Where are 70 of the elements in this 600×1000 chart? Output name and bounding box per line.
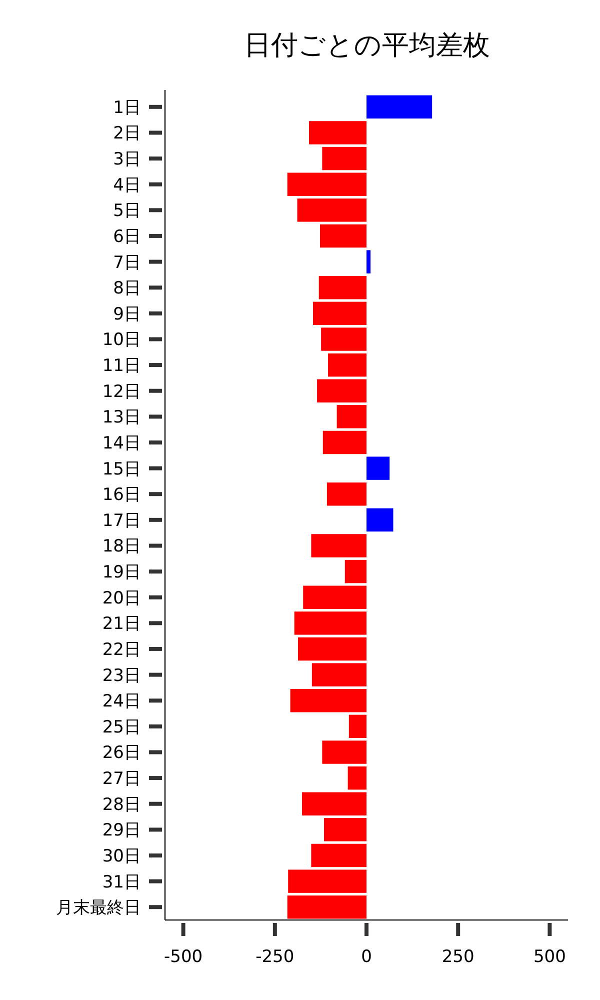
y-tick-label: 月末最終日: [56, 898, 141, 918]
bar: [297, 198, 366, 222]
bar: [366, 456, 390, 480]
y-tick-label: 25日: [102, 717, 141, 738]
bar: [326, 482, 366, 506]
bar: [317, 379, 366, 402]
y-tick-label: 15日: [102, 459, 141, 480]
y-tick-label: 16日: [102, 485, 141, 506]
y-tick-label: 22日: [102, 640, 141, 660]
y-tick-label: 30日: [102, 846, 141, 866]
bar: [322, 740, 366, 764]
bar: [336, 405, 366, 428]
x-tick-label: 0: [361, 947, 372, 967]
y-tick-label: 4日: [113, 175, 141, 196]
bar: [324, 818, 366, 842]
bar: [322, 146, 366, 170]
y-tick-label: 17日: [102, 510, 141, 531]
bar: [318, 276, 366, 300]
y-tick-label: 14日: [102, 433, 141, 454]
chart-title: 日付ごとの平均差枚: [244, 30, 490, 61]
bar: [322, 430, 366, 454]
y-tick-label: 13日: [102, 408, 141, 428]
y-tick-label: 21日: [102, 614, 141, 634]
bar: [366, 508, 394, 532]
bar: [294, 612, 366, 635]
bar: [320, 224, 366, 248]
y-tick-label: 29日: [102, 820, 141, 841]
y-tick-label: 26日: [102, 743, 141, 764]
bar: [366, 95, 432, 119]
bar: [302, 792, 366, 816]
x-tick-label: 500: [533, 947, 566, 967]
y-tick-label: 18日: [102, 536, 141, 557]
y-tick-label: 8日: [113, 278, 141, 299]
y-tick-label: 3日: [113, 150, 141, 170]
y-tick-label: 28日: [102, 794, 141, 815]
y-tick-label: 31日: [102, 872, 141, 892]
bar: [313, 302, 366, 326]
bar: [344, 560, 366, 584]
x-tick-label: -250: [256, 947, 294, 967]
y-tick-label: 24日: [102, 692, 141, 712]
bar: [328, 353, 366, 377]
y-tick-label: 9日: [113, 304, 141, 324]
bar: [308, 121, 366, 144]
bar: [311, 844, 366, 868]
bar: [348, 766, 366, 790]
y-tick-label: 19日: [102, 562, 141, 583]
y-tick-label: 23日: [102, 666, 141, 686]
bar: [366, 250, 371, 274]
bar: [287, 895, 366, 919]
y-tick-label: 27日: [102, 769, 141, 790]
y-tick-label: 1日: [113, 98, 141, 118]
bar: [312, 663, 366, 686]
bar: [287, 172, 366, 196]
bar: [348, 714, 366, 738]
bar: [311, 534, 366, 558]
y-tick-label: 11日: [102, 356, 141, 376]
bar: [288, 870, 366, 893]
y-tick-label: 2日: [113, 124, 141, 144]
y-tick-label: 5日: [113, 201, 141, 222]
x-tick-label: -500: [164, 947, 203, 967]
y-tick-label: 12日: [102, 382, 141, 402]
bar: [298, 637, 366, 661]
x-tick-label: 250: [442, 947, 474, 967]
y-tick-label: 10日: [102, 330, 141, 350]
bar: [303, 586, 366, 609]
y-tick-label: 7日: [113, 252, 141, 273]
y-tick-label: 6日: [113, 226, 141, 247]
bar: [321, 328, 366, 351]
y-tick-label: 20日: [102, 588, 141, 608]
bar: [290, 688, 366, 712]
